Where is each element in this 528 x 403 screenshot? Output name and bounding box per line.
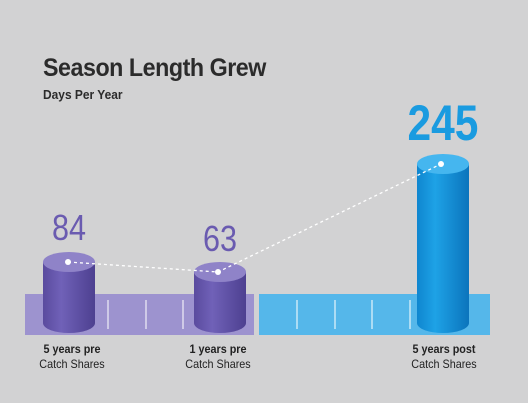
value-labels: 84 63 245 — [52, 95, 478, 260]
category-label: 1 years pre Catch Shares — [164, 342, 272, 372]
category-label-line1: 1 years pre — [189, 342, 247, 356]
bar-body — [194, 272, 246, 333]
bar-3 — [417, 154, 469, 333]
chart-subtitle: Days Per Year — [43, 87, 123, 102]
category-label-line1: 5 years post — [412, 342, 476, 356]
value-label: 84 — [52, 209, 86, 249]
bar-2 — [194, 262, 246, 333]
category-label-line2: Catch Shares — [39, 357, 105, 371]
category-label: 5 years post Catch Shares — [390, 342, 498, 372]
category-label-line2: Catch Shares — [411, 357, 477, 371]
trend-points — [65, 161, 444, 275]
bar-1 — [43, 252, 95, 333]
trend-line — [67, 163, 442, 273]
category-label-line1: 5 years pre — [43, 342, 101, 356]
bar-body — [43, 262, 95, 333]
chart-title: Season Length Grew — [43, 54, 266, 82]
trend-point — [438, 161, 444, 167]
value-label: 63 — [203, 220, 237, 260]
value-label: 245 — [408, 95, 479, 151]
trend-point — [215, 269, 221, 275]
category-label-line2: Catch Shares — [185, 357, 251, 371]
bar-body — [417, 164, 469, 333]
category-label: 5 years pre Catch Shares — [18, 342, 126, 372]
trend-point — [65, 259, 71, 265]
